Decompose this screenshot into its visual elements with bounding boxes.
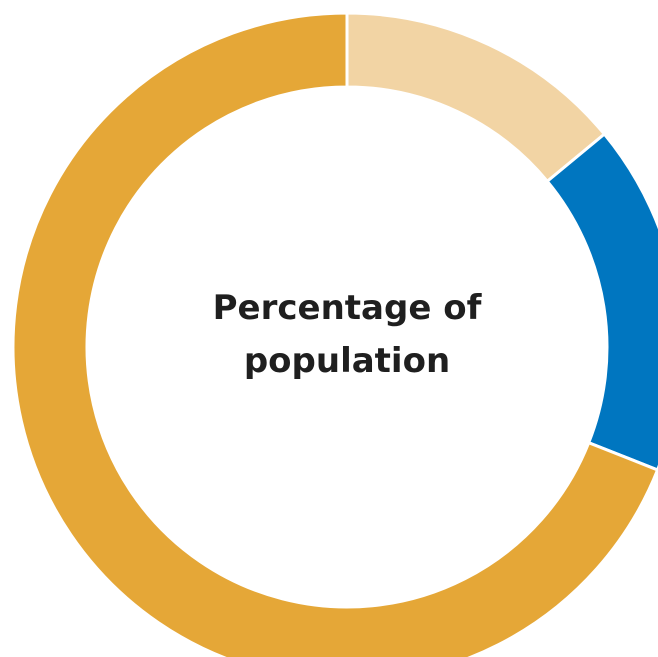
donut-slice-1 <box>345 11 607 184</box>
donut-slice-3 <box>11 11 658 657</box>
chart-title-line-2: population <box>243 341 451 381</box>
chart-title-line-1: Percentage of <box>212 288 482 328</box>
chart-title: Percentage of population <box>129 282 565 388</box>
